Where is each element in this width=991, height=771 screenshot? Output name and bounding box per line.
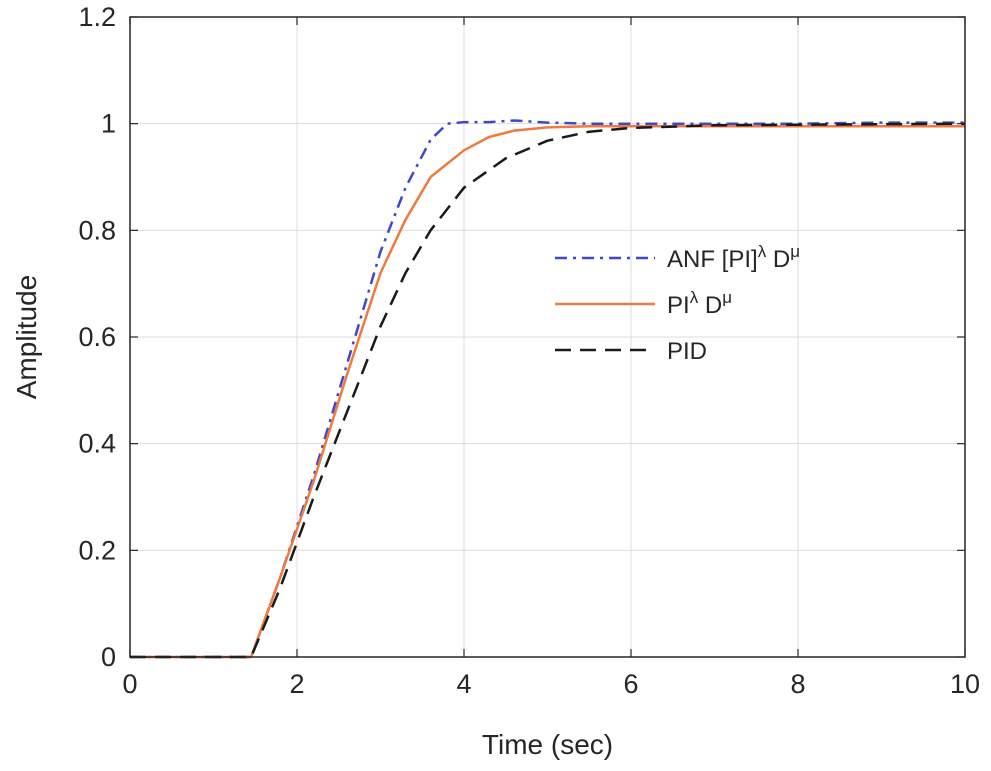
axis-ticks: 0 2 4 6 8 10 0 0.2 0.4 0.6 0.8 1 1.2 (78, 2, 980, 699)
series-line-1 (130, 125, 965, 659)
legend-label-1: PIλ Dμ (667, 288, 732, 319)
x-axis-label: Time (sec) (482, 729, 613, 760)
legend-text-part: λ (690, 288, 699, 307)
y-tick-label: 0 (101, 642, 116, 672)
series-line-0 (130, 119, 965, 659)
series-lines (130, 119, 966, 659)
legend-text-part: D (698, 292, 722, 319)
legend-text-part: ANF [PI] (667, 246, 758, 273)
x-tick-label: 4 (456, 669, 471, 699)
legend-label-2: PID (667, 338, 707, 365)
legend-text-part: PI (667, 292, 690, 319)
x-tick-label: 8 (790, 669, 805, 699)
y-tick-label: 1.2 (78, 2, 116, 32)
legend-label-0: ANF [PI]λ Dμ (667, 242, 800, 273)
y-tick-label: 1 (101, 109, 116, 139)
y-tick-label: 0.8 (78, 215, 116, 245)
x-tick-label: 0 (122, 669, 137, 699)
y-tick-label: 0.4 (78, 429, 116, 459)
y-axis-label: Amplitude (11, 275, 42, 400)
series-line-2 (130, 122, 966, 659)
y-tick-label: 0.2 (78, 535, 116, 565)
x-tick-label: 2 (289, 669, 304, 699)
legend-text-part: μ (722, 288, 732, 307)
legend-text-part: λ (758, 242, 767, 261)
x-tick-label: 6 (623, 669, 638, 699)
y-tick-label: 0.6 (78, 322, 116, 352)
legend-text-part: PID (667, 338, 707, 365)
legend-text-part: D (766, 246, 790, 273)
legend-text-part: μ (790, 242, 800, 261)
x-tick-label: 10 (950, 669, 980, 699)
